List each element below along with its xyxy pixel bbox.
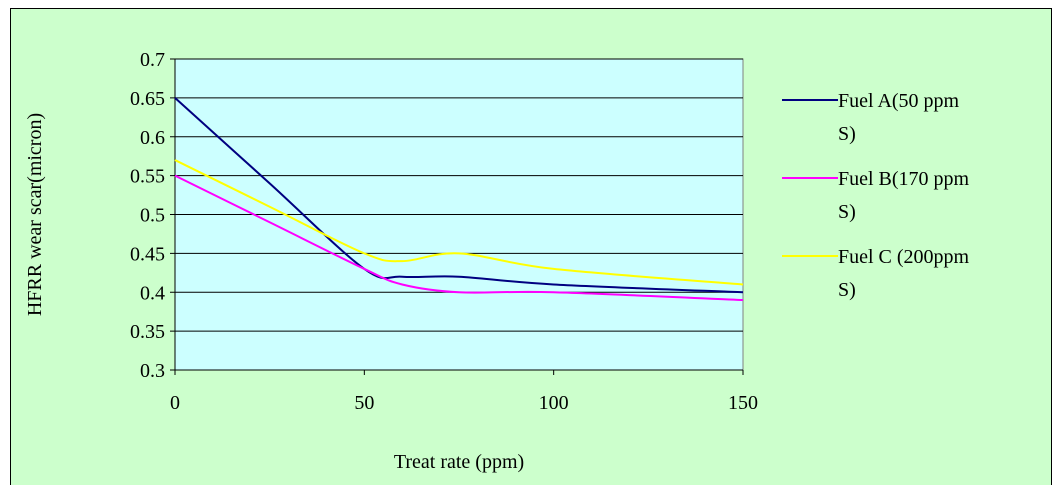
y-tick-label: 0.55 — [130, 166, 165, 188]
x-tick-label: 50 — [354, 392, 374, 414]
legend-label: S) — [838, 201, 856, 223]
y-tick-label: 0.45 — [130, 243, 165, 265]
series-line-2 — [174, 174, 744, 302]
y-tick-label: 0.65 — [130, 88, 165, 110]
series-line-1 — [174, 97, 744, 294]
legend-label: Fuel B(170 ppm — [838, 168, 970, 190]
legend-item-1: Fuel A(50 ppm S) — [782, 90, 960, 145]
y-tick-label: 0.5 — [140, 205, 165, 227]
legend-item-2: Fuel B(170 ppm S) — [782, 168, 970, 223]
y-tick-label: 0.3 — [140, 360, 165, 382]
y-tick-label: 0.6 — [140, 127, 165, 149]
x-tick-label: 0 — [170, 392, 180, 414]
y-tick-label: 0.4 — [140, 282, 165, 304]
legend-label: S) — [838, 123, 856, 145]
y-axis-title: HFRR wear scar(micron) — [24, 113, 46, 316]
x-tick-label: 150 — [728, 392, 758, 414]
y-tick-label: 0.7 — [140, 49, 165, 71]
legend-label: S) — [838, 279, 856, 301]
y-tick-label: 0.35 — [130, 321, 165, 343]
series-line-3 — [174, 159, 744, 286]
axes — [174, 59, 743, 371]
x-tick-label: 100 — [539, 392, 569, 414]
legend-label: Fuel A(50 ppm — [838, 90, 960, 112]
legend-item-3: Fuel C (200ppm S) — [782, 246, 970, 301]
series-lines — [174, 97, 744, 302]
x-axis-title: Treat rate (ppm) — [394, 451, 524, 473]
tick-labels: 0.3 0.35 0.4 0.45 0.5 0.55 0.6 0.65 0.7 0 50 100 150 — [130, 49, 758, 414]
legend-label: Fuel C (200ppm — [838, 246, 970, 268]
